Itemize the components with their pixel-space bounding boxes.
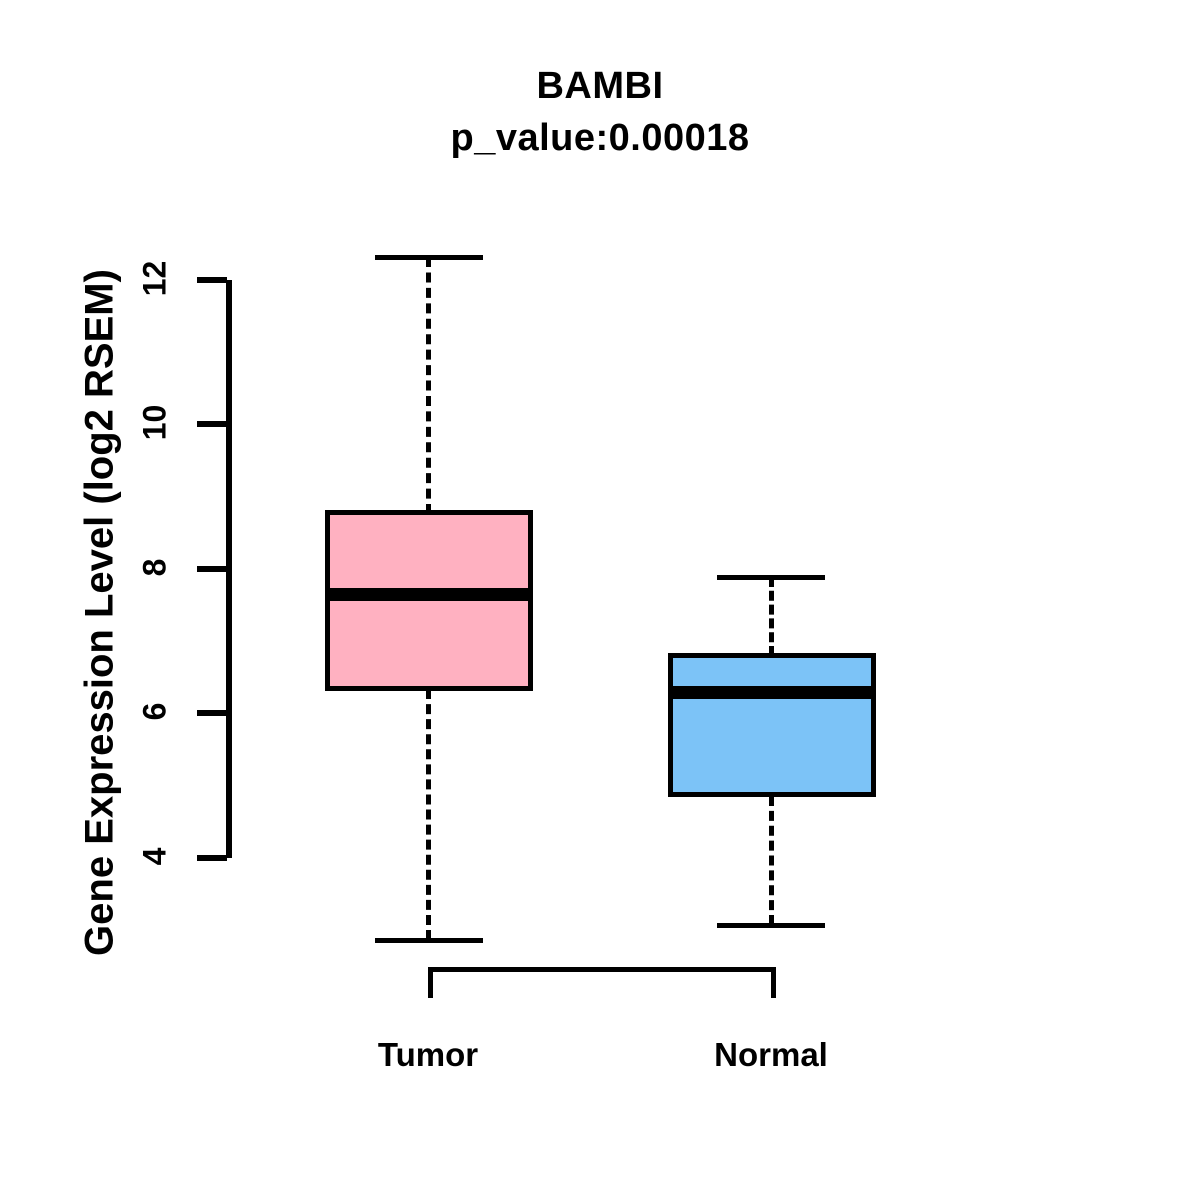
y-tick-6 — [197, 710, 227, 716]
y-tick-label-10: 10 — [136, 404, 173, 441]
x-axis-label-normal: Normal — [714, 1036, 828, 1073]
tumor-lower-whisker — [426, 689, 431, 940]
y-tick-label-12: 12 — [136, 260, 173, 297]
tumor-median-line — [325, 588, 533, 601]
x-axis-bracket — [428, 967, 776, 972]
y-tick-4 — [197, 855, 227, 861]
tumor-lower-whisker-cap — [375, 938, 483, 943]
y-tick-10 — [197, 421, 227, 427]
normal-median-line — [668, 686, 876, 699]
normal-upper-whisker — [769, 577, 774, 656]
normal-box — [668, 653, 876, 797]
y-tick-label-8: 8 — [136, 558, 173, 577]
y-tick-label-4: 4 — [136, 847, 173, 866]
p-value-subtitle: p_value:0.00018 — [450, 117, 750, 159]
x-axis-tick-normal — [771, 967, 776, 998]
normal-lower-whisker — [769, 796, 774, 925]
y-tick-label-6: 6 — [136, 702, 173, 721]
tumor-upper-whisker — [426, 257, 431, 514]
y-tick-8 — [197, 566, 227, 572]
figure-title-block: BAMBI p_value:0.00018 — [0, 60, 1200, 164]
x-axis-tick-tumor — [428, 967, 433, 998]
x-axis-label-tumor: Tumor — [377, 1036, 479, 1073]
y-tick-12 — [197, 277, 227, 283]
y-axis-title: Gene Expression Level (log2 RSEM) — [77, 269, 122, 956]
normal-lower-whisker-cap — [717, 923, 825, 928]
page-title: BAMBI — [536, 65, 664, 107]
y-axis-spine — [226, 280, 232, 858]
